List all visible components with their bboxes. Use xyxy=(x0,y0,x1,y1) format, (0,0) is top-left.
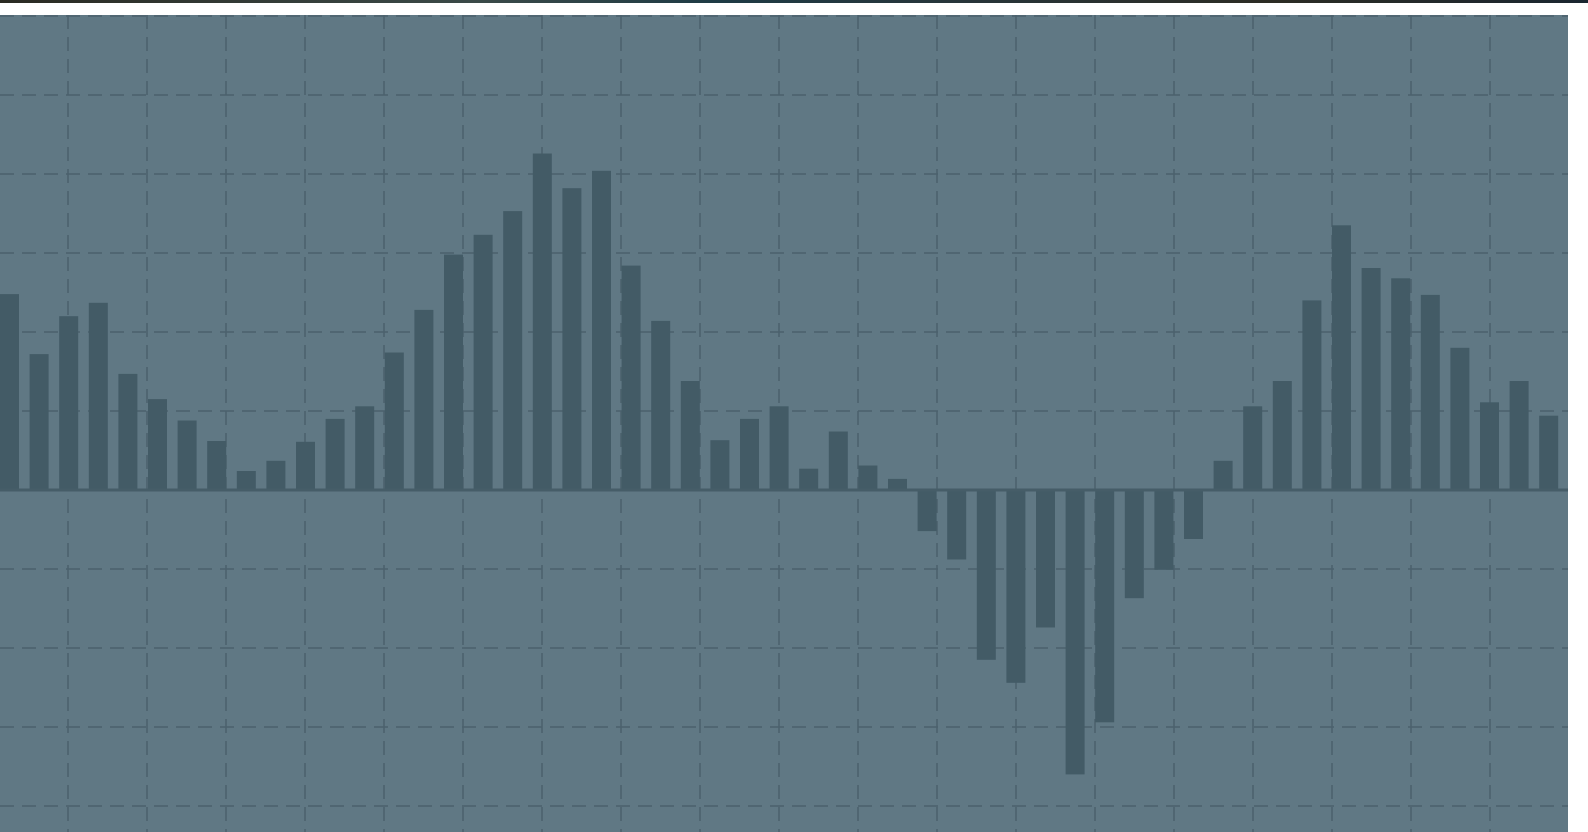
chart-panel xyxy=(0,15,1568,832)
bar xyxy=(1243,406,1263,490)
bar xyxy=(444,254,463,490)
bar xyxy=(503,211,523,490)
bar xyxy=(1036,490,1055,628)
bar xyxy=(325,418,345,490)
bar xyxy=(1332,225,1351,491)
bar xyxy=(710,440,730,490)
bar xyxy=(799,468,819,490)
bar-chart xyxy=(0,15,1568,832)
bar xyxy=(1361,268,1381,490)
bar xyxy=(621,265,641,490)
bar xyxy=(148,399,167,490)
bar xyxy=(976,490,996,660)
bar xyxy=(1006,490,1026,683)
bar xyxy=(384,352,404,490)
bar xyxy=(1124,490,1144,599)
bar xyxy=(651,320,671,490)
bar-series xyxy=(0,153,1559,775)
bar xyxy=(177,420,197,490)
bar xyxy=(1272,381,1292,490)
bar xyxy=(858,465,878,490)
bar xyxy=(1095,490,1115,723)
bar xyxy=(473,234,493,490)
bar xyxy=(680,381,700,490)
bar xyxy=(59,316,79,490)
bar xyxy=(1480,402,1499,490)
bar xyxy=(1450,347,1470,490)
right-gutter xyxy=(1568,15,1588,832)
top-strip xyxy=(0,0,1588,3)
bar xyxy=(296,441,315,490)
bar xyxy=(1154,490,1174,570)
bar xyxy=(740,418,759,490)
bar xyxy=(769,406,789,490)
bar xyxy=(207,441,227,490)
bar xyxy=(917,490,937,532)
bar xyxy=(828,431,848,490)
bar xyxy=(1391,278,1411,490)
bar xyxy=(1302,300,1322,490)
bar xyxy=(1213,460,1233,490)
bar xyxy=(1509,381,1529,490)
bar xyxy=(1065,490,1085,775)
bar xyxy=(414,309,434,490)
bar xyxy=(532,153,552,490)
bar xyxy=(0,294,19,490)
bar xyxy=(1184,490,1203,539)
bar xyxy=(29,354,49,490)
bar xyxy=(355,406,375,490)
bar xyxy=(236,471,256,490)
bar xyxy=(1420,294,1440,490)
bar xyxy=(888,478,907,490)
bar xyxy=(88,302,108,490)
bar xyxy=(562,188,582,490)
bar xyxy=(118,373,138,490)
bar xyxy=(1539,415,1559,490)
bar xyxy=(947,490,967,560)
bar xyxy=(592,170,611,491)
bar xyxy=(266,460,286,490)
